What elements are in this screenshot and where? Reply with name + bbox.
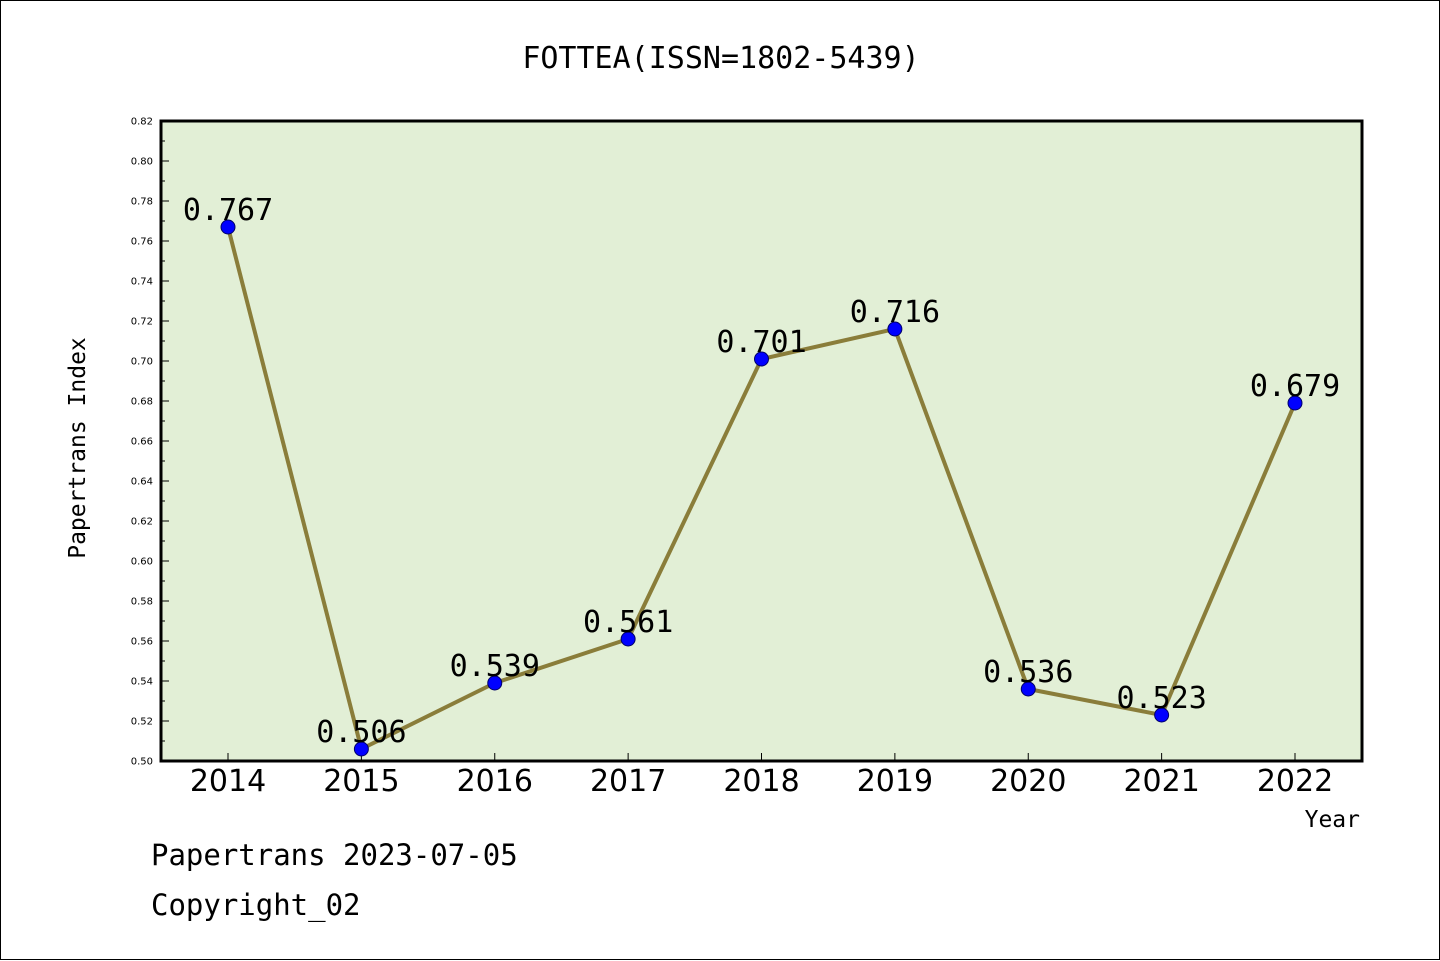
data-point <box>620 631 636 647</box>
y-tick-label: 0.52 <box>131 717 153 728</box>
data-markers <box>220 219 1303 757</box>
data-label: 0.716 <box>850 295 940 330</box>
data-label: 0.767 <box>183 193 273 228</box>
y-tick-label: 0.50 <box>131 757 153 768</box>
y-axis-label: Papertrans Index <box>65 337 91 559</box>
data-label: 0.701 <box>716 325 806 360</box>
chart-title: FOTTEA(ISSN=1802-5439) <box>522 41 919 76</box>
y-tick-label: 0.74 <box>131 277 153 288</box>
y-tick-label: 0.60 <box>131 557 153 568</box>
y-tick-label: 0.62 <box>131 517 153 528</box>
x-tick-label: 2021 <box>1123 764 1199 799</box>
x-tick-label: 2014 <box>190 764 266 799</box>
y-tick-label: 0.76 <box>131 237 153 248</box>
y-tick-label: 0.56 <box>131 637 153 648</box>
data-point <box>754 351 769 367</box>
y-tick-label: 0.72 <box>131 317 153 328</box>
data-label: 0.523 <box>1116 681 1206 716</box>
y-tick-label: 0.70 <box>131 357 153 368</box>
footer-copyright: Copyright_02 <box>151 888 361 923</box>
data-label: 0.536 <box>983 655 1073 690</box>
y-tick-label: 0.58 <box>131 597 153 608</box>
plot-border <box>159 119 1364 763</box>
y-tick-label: 0.54 <box>131 677 153 688</box>
data-label: 0.506 <box>316 715 406 750</box>
x-tick-label: 2019 <box>857 764 933 799</box>
data-point <box>1154 707 1170 723</box>
x-tick-label: 2017 <box>590 764 666 799</box>
data-point <box>220 219 236 235</box>
x-tick-label: 2022 <box>1257 764 1333 799</box>
y-tick-label: 0.68 <box>131 397 153 408</box>
data-point <box>1287 395 1303 411</box>
y-tick-label: 0.82 <box>131 117 153 128</box>
y-tick-label: 0.64 <box>131 477 153 488</box>
x-tick-label: 2015 <box>323 764 399 799</box>
data-label: 0.679 <box>1250 369 1340 404</box>
data-point <box>353 741 369 757</box>
data-label: 0.539 <box>450 649 540 684</box>
x-tick-label: 2016 <box>457 764 533 799</box>
data-point <box>1020 681 1036 697</box>
x-tick-label: 2020 <box>990 764 1066 799</box>
footer-date: Papertrans 2023-07-05 <box>151 838 518 872</box>
x-axis: 2014 2015 2016 2017 2018 2019 2020 2021 2022 <box>190 753 1333 799</box>
data-label: 0.561 <box>583 605 673 640</box>
y-tick-label: 0.66 <box>131 437 153 448</box>
plot-area <box>161 121 1362 761</box>
data-labels: 0.767 0.506 0.539 0.561 0.701 0.716 0.536 0.523… <box>183 193 1340 750</box>
data-point <box>887 321 903 337</box>
y-tick-label: 0.80 <box>131 157 153 168</box>
x-tick-label: 2018 <box>723 764 799 799</box>
x-axis-label: Year <box>1305 807 1360 833</box>
data-point <box>487 675 503 691</box>
y-tick-label: 0.78 <box>131 197 153 208</box>
